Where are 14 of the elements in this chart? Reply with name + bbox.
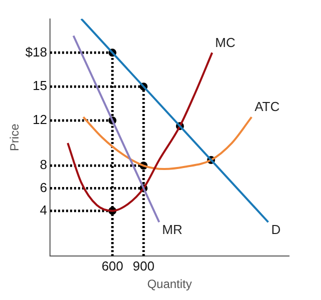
series-label: ATC [254,99,280,114]
x-axis-title: Quantity [147,277,192,292]
y-tick-label: 12 [32,112,48,128]
x-tick-label: 900 [132,258,154,274]
series-label: MC [215,34,236,50]
x-tick-label: 600 [102,258,124,274]
series-label: MR [162,222,182,238]
y-tick-label: $18 [25,44,48,60]
y-tick-label: 4 [40,202,48,218]
y-axis-title: Price [8,123,22,152]
y-tick-label: 15 [32,78,48,94]
y-tick-label: 8 [40,157,48,172]
y-tick-label: 6 [40,180,48,195]
series-label: D [271,222,281,238]
